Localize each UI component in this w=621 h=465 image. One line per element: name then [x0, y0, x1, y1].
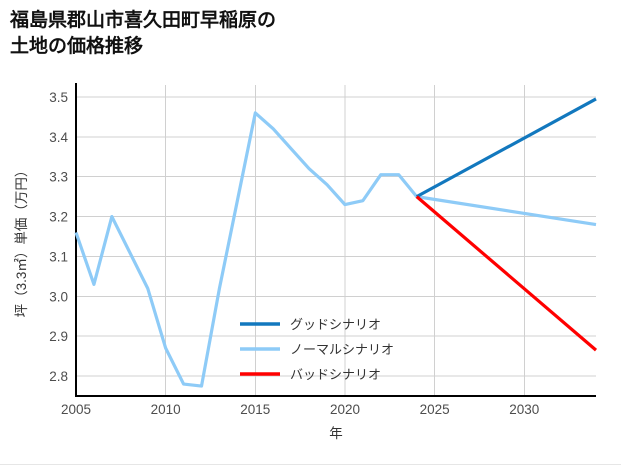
axis-spines: [74, 83, 596, 398]
x-tick-label: 2015: [240, 402, 270, 417]
series-line-1: [415, 97, 597, 199]
x-tick-label: 2030: [509, 402, 539, 417]
y-tick-label: 3.4: [49, 130, 68, 145]
y-tick-label: 2.9: [49, 329, 68, 344]
legend-label: バッドシナリオ: [290, 367, 381, 382]
y-axis-tick-labels: 2.8 2.9 3.0 3.1 3.2 3.3 3.4 3.5: [49, 90, 68, 384]
y-axis-title: 坪（3.3㎡）単価（万円）: [14, 164, 29, 318]
x-axis-tick-labels: 2005 2010 2015 2020 2025 2030: [61, 402, 539, 417]
y-tick-label: 3.0: [49, 289, 68, 304]
y-tick-label: 3.3: [49, 170, 68, 185]
y-tick-label: 2.8: [49, 369, 68, 384]
y-tick-label: 3.5: [49, 90, 68, 105]
series-line-2: [74, 111, 597, 388]
y-tick-label: 3.2: [49, 210, 68, 225]
y-gridlines: [76, 96, 596, 377]
x-tick-label: 2010: [151, 402, 181, 417]
x-axis-title: 年: [329, 426, 343, 441]
data-series-group: [74, 97, 598, 388]
page-title: 福島県郡山市喜久田町早稲原の 土地の価格推移: [10, 10, 277, 57]
y-tick-label: 3.1: [49, 249, 68, 264]
legend-label: グッドシナリオ: [290, 317, 381, 332]
legend-label: ノーマルシナリオ: [290, 342, 394, 357]
series-line-3: [415, 195, 598, 352]
x-tick-label: 2005: [61, 402, 91, 417]
x-tick-label: 2020: [330, 402, 360, 417]
x-tick-label: 2025: [420, 402, 450, 417]
